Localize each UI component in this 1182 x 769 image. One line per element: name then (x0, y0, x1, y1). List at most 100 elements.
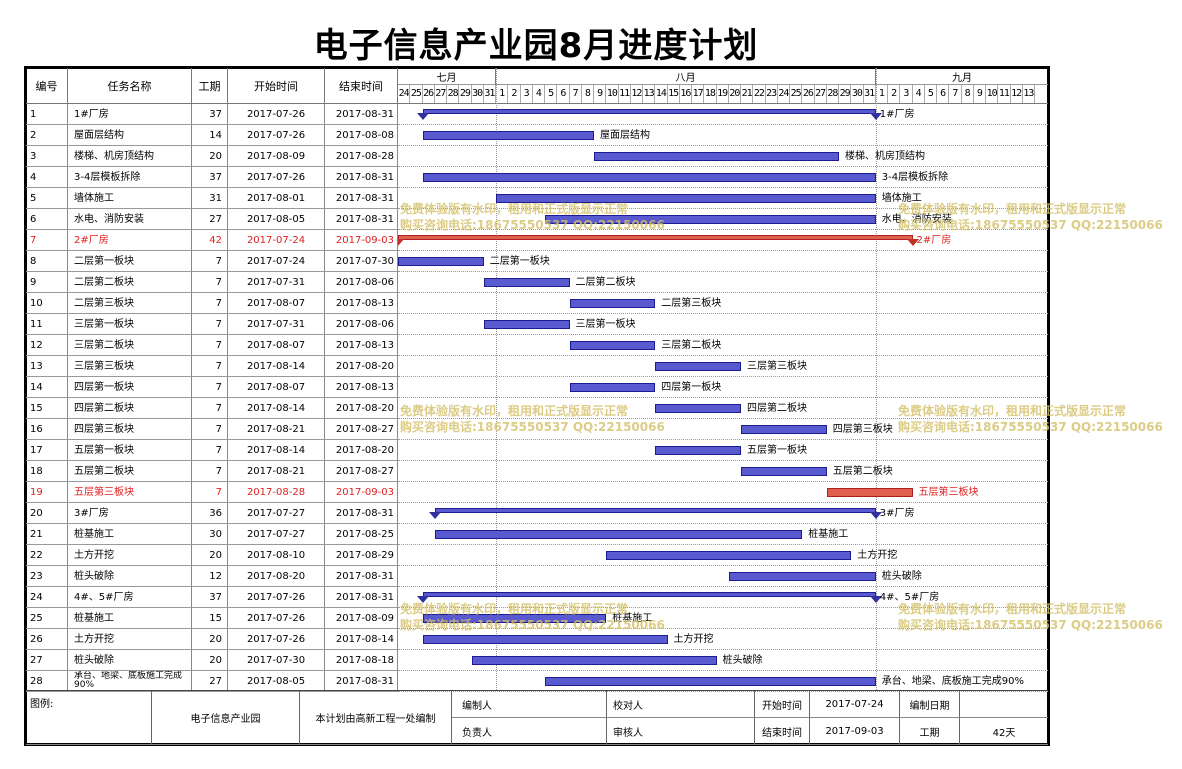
task-id: 25 (26, 608, 68, 629)
table-row[interactable]: 23 桩头破除 12 2017-08-20 2017-08-31 (26, 566, 1048, 587)
table-row[interactable]: 5 墙体施工 31 2017-08-01 2017-08-31 (26, 188, 1048, 209)
table-row[interactable]: 21 桩基施工 30 2017-07-27 2017-08-25 (26, 524, 1048, 545)
task-duration: 31 (192, 188, 228, 209)
task-bar[interactable] (741, 425, 827, 434)
table-row[interactable]: 18 五层第二板块 7 2017-08-21 2017-08-27 (26, 461, 1048, 482)
summary-end-marker (906, 239, 919, 246)
task-bar[interactable] (422, 614, 607, 623)
task-bar[interactable] (483, 320, 570, 329)
task-bar[interactable] (569, 383, 656, 392)
duration-value: 42天 (960, 718, 1048, 745)
table-row[interactable]: 12 三层第二板块 7 2017-08-07 2017-08-13 (26, 335, 1048, 356)
table-row[interactable]: 2 屋面层结构 14 2017-07-26 2017-08-08 (26, 125, 1048, 146)
summary-bar[interactable] (398, 235, 913, 240)
task-bar[interactable] (471, 656, 717, 665)
summary-bar[interactable] (422, 592, 876, 597)
task-id: 20 (26, 503, 68, 524)
day-label: 22 (753, 85, 766, 103)
task-bar[interactable] (483, 278, 570, 287)
gantt-row-line (398, 167, 1048, 188)
day-label: 26 (423, 85, 435, 103)
task-bar[interactable] (741, 467, 827, 476)
table-row[interactable]: 20 3#厂房 36 2017-07-27 2017-08-31 (26, 503, 1048, 524)
task-bar[interactable] (569, 341, 656, 350)
table-row[interactable]: 26 土方开挖 20 2017-07-26 2017-08-14 (26, 629, 1048, 650)
table-row[interactable]: 15 四层第二板块 7 2017-08-14 2017-08-20 (26, 398, 1048, 419)
task-bar[interactable] (655, 404, 741, 413)
table-row[interactable]: 11 三层第一板块 7 2017-07-31 2017-08-06 (26, 314, 1048, 335)
task-id: 10 (26, 293, 68, 314)
task-bar[interactable] (655, 362, 741, 371)
task-duration: 7 (192, 461, 228, 482)
gantt-row-line (398, 524, 1048, 545)
task-bar[interactable] (545, 215, 876, 224)
gantt-row-line (398, 293, 1048, 314)
table-row[interactable]: 8 二层第一板块 7 2017-07-24 2017-07-30 (26, 251, 1048, 272)
table-row[interactable]: 19 五层第三板块 7 2017-08-28 2017-09-03 (26, 482, 1048, 503)
day-label: 28 (827, 85, 839, 103)
day-label: 4 (913, 85, 925, 103)
table-row[interactable]: 7 2#厂房 42 2017-07-24 2017-09-03 (26, 230, 1048, 251)
table-row[interactable]: 24 4#、5#厂房 37 2017-07-26 2017-08-31 (26, 587, 1048, 608)
task-bar[interactable] (569, 299, 656, 308)
task-bar[interactable] (606, 551, 852, 560)
task-name: 三层第三板块 (68, 356, 192, 377)
task-duration: 37 (192, 104, 228, 125)
plan-note: 本计划由高新工程一处编制 (300, 691, 452, 745)
date-label: 编制日期 (900, 691, 960, 718)
task-bar[interactable] (496, 194, 876, 203)
table-row[interactable]: 6 水电、消防安装 27 2017-08-05 2017-08-31 (26, 209, 1048, 230)
header-duration: 工期 (192, 68, 228, 104)
table-row[interactable]: 25 桩基施工 15 2017-07-26 2017-08-09 (26, 608, 1048, 629)
task-bar[interactable] (728, 572, 876, 581)
task-bar[interactable] (422, 131, 594, 140)
table-row[interactable]: 4 3-4层模板拆除 37 2017-07-26 2017-08-31 (26, 167, 1048, 188)
summary-bar[interactable] (422, 109, 876, 114)
task-bar[interactable] (398, 257, 484, 266)
task-name: 三层第一板块 (68, 314, 192, 335)
table-row[interactable]: 10 二层第三板块 7 2017-08-07 2017-08-13 (26, 293, 1048, 314)
end-label: 结束时间 (755, 718, 810, 745)
task-bar[interactable] (545, 677, 876, 686)
summary-bar[interactable] (434, 508, 876, 513)
task-end: 2017-08-31 (325, 503, 398, 524)
task-end: 2017-08-20 (325, 398, 398, 419)
day-label: 10 (986, 85, 999, 103)
bar-label: 土方开挖 (673, 634, 714, 645)
table-row[interactable]: 1 1#厂房 37 2017-07-26 2017-08-31 (26, 104, 1048, 125)
task-bar[interactable] (434, 530, 803, 539)
task-end: 2017-08-31 (325, 167, 398, 188)
table-row[interactable]: 22 土方开挖 20 2017-08-10 2017-08-29 (26, 545, 1048, 566)
table-row[interactable]: 27 桩头破除 20 2017-07-30 2017-08-18 (26, 650, 1048, 671)
gantt-row-line (398, 629, 1048, 650)
table-row[interactable]: 9 二层第二板块 7 2017-07-31 2017-08-06 (26, 272, 1048, 293)
day-label: 27 (435, 85, 447, 103)
day-label: 25 (790, 85, 803, 103)
task-duration: 7 (192, 293, 228, 314)
watermark-text: 购买咨询电话:18675550537 QQ:22150066 (898, 420, 1163, 434)
gantt-row-line (398, 335, 1048, 356)
task-bar[interactable] (422, 635, 668, 644)
task-bar[interactable] (655, 446, 741, 455)
gantt-row-line (398, 314, 1048, 335)
task-name: 土方开挖 (68, 629, 192, 650)
table-row[interactable]: 14 四层第一板块 7 2017-08-07 2017-08-13 (26, 377, 1048, 398)
task-end: 2017-08-31 (325, 104, 398, 125)
task-name: 2#厂房 (68, 230, 192, 251)
watermark-text: 免费体验版有水印，租用和正式版显示正常 (898, 404, 1127, 418)
gantt-row-line (398, 503, 1048, 524)
task-bar[interactable] (594, 152, 839, 161)
task-duration: 7 (192, 251, 228, 272)
task-bar[interactable] (422, 173, 876, 182)
day-label: 17 (692, 85, 705, 103)
table-row[interactable]: 13 三层第三板块 7 2017-08-14 2017-08-20 (26, 356, 1048, 377)
month-september: 九月 (876, 68, 1048, 85)
table-row[interactable]: 16 四层第三板块 7 2017-08-21 2017-08-27 (26, 419, 1048, 440)
table-row[interactable]: 3 楼梯、机房顶结构 20 2017-08-09 2017-08-28 (26, 146, 1048, 167)
table-row[interactable]: 17 五层第一板块 7 2017-08-14 2017-08-20 (26, 440, 1048, 461)
table-row[interactable]: 28 承台、地梁、底板施工完成90% 27 2017-08-05 2017-08-31 (26, 671, 1048, 692)
task-end: 2017-08-29 (325, 545, 398, 566)
day-label: 9 (594, 85, 607, 103)
task-bar[interactable] (826, 488, 913, 497)
task-end: 2017-08-31 (325, 566, 398, 587)
